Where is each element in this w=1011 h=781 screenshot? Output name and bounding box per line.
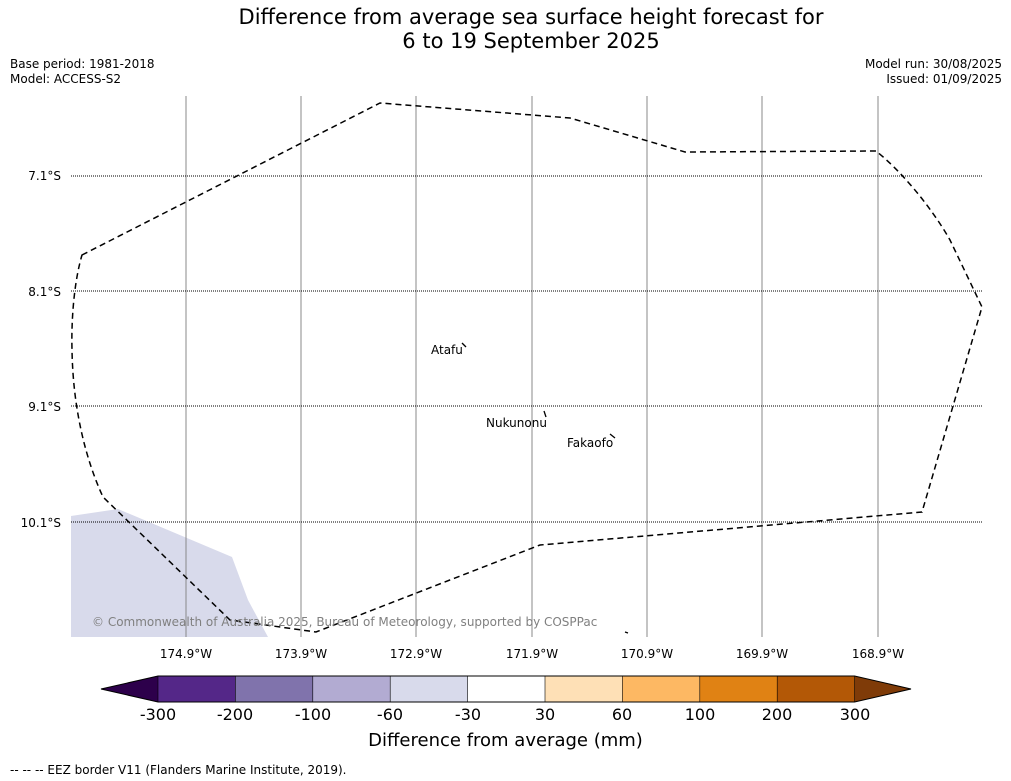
meta-right: Model run: 30/08/2025 Issued: 01/09/2025 [865, 57, 1002, 87]
colorbar-tick-10: 300 [839, 705, 871, 724]
issued-date: Issued: 01/09/2025 [886, 72, 1002, 86]
colorbar-tick-2: -200 [216, 705, 254, 724]
colorbar-tick-6: 30 [534, 705, 556, 724]
lat-label-7-1: 7.1°S [28, 169, 61, 183]
meta-left: Base period: 1981-2018 Model: ACCESS-S2 [10, 57, 155, 87]
colorbar-extend-min [101, 676, 158, 702]
colorbar-bin-7 [622, 676, 700, 702]
lat-label-10-1: 10.1°S [21, 516, 61, 530]
lon-label-172-9: 172.9°W [390, 647, 442, 661]
atafu-atoll [461, 342, 467, 348]
colorbar-tick-9: 200 [761, 705, 793, 724]
lon-label-174-9: 174.9°W [160, 647, 212, 661]
map-title: Difference from average sea surface heig… [0, 5, 1011, 53]
longitude-lines [185, 96, 879, 637]
model-run: Model run: 30/08/2025 [864, 57, 1002, 71]
place-label-nukunonu: Nukunonu [486, 416, 547, 430]
colorbar-bin-9 [777, 676, 855, 702]
nukunonu-atoll [543, 410, 547, 418]
colorbar-tick-8: 100 [684, 705, 716, 724]
colorbar-bin-5 [467, 676, 545, 702]
colorbar-extend-max [854, 676, 911, 702]
colorbar-tick-1: -300 [139, 705, 177, 724]
place-label-atafu: Atafu [431, 343, 463, 357]
base-period: Base period: 1981-2018 [10, 57, 155, 71]
colorbar-tick-5: -30 [454, 705, 482, 724]
lon-label-168-9: 168.9°W [852, 647, 904, 661]
lon-label-171-9: 171.9°W [506, 647, 558, 661]
colorbar [100, 675, 912, 703]
colorbar-bin-8 [699, 676, 778, 702]
title-line-2: 6 to 19 September 2025 [402, 29, 660, 53]
copyright-notice: © Commonwealth of Australia 2025, Bureau… [92, 615, 597, 629]
colorbar-label: Difference from average (mm) [368, 730, 643, 751]
lon-label-173-9: 173.9°W [275, 647, 327, 661]
model-name: Model: ACCESS-S2 [10, 72, 122, 86]
lon-label-169-9: 169.9°W [736, 647, 788, 661]
anomaly-region [71, 509, 268, 637]
colorbar-bin-3 [312, 676, 391, 702]
colorbar-bin-6 [545, 676, 623, 702]
colorbar-tick-4: -60 [376, 705, 404, 724]
colorbar-bin-1 [158, 676, 236, 702]
title-line-1: Difference from average sea surface heig… [238, 5, 824, 29]
colorbar-tick-7: 60 [611, 705, 633, 724]
eez-legend-note: -- -- -- EEZ border V11 (Flanders Marine… [10, 763, 347, 777]
lat-label-8-1: 8.1°S [28, 285, 61, 299]
colorbar-bin-2 [235, 676, 313, 702]
fakaofo-atoll [609, 433, 616, 439]
lat-label-9-1: 9.1°S [28, 400, 61, 414]
colorbar-bin-4 [390, 676, 468, 702]
lon-label-170-9: 170.9°W [621, 647, 673, 661]
colorbar-dividers [157, 676, 855, 702]
place-label-fakaofo: Fakaofo [567, 436, 613, 450]
atolls [461, 342, 629, 634]
colorbar-tick-3: -100 [294, 705, 332, 724]
swains-atoll [624, 631, 629, 634]
latitude-lines [71, 175, 982, 523]
